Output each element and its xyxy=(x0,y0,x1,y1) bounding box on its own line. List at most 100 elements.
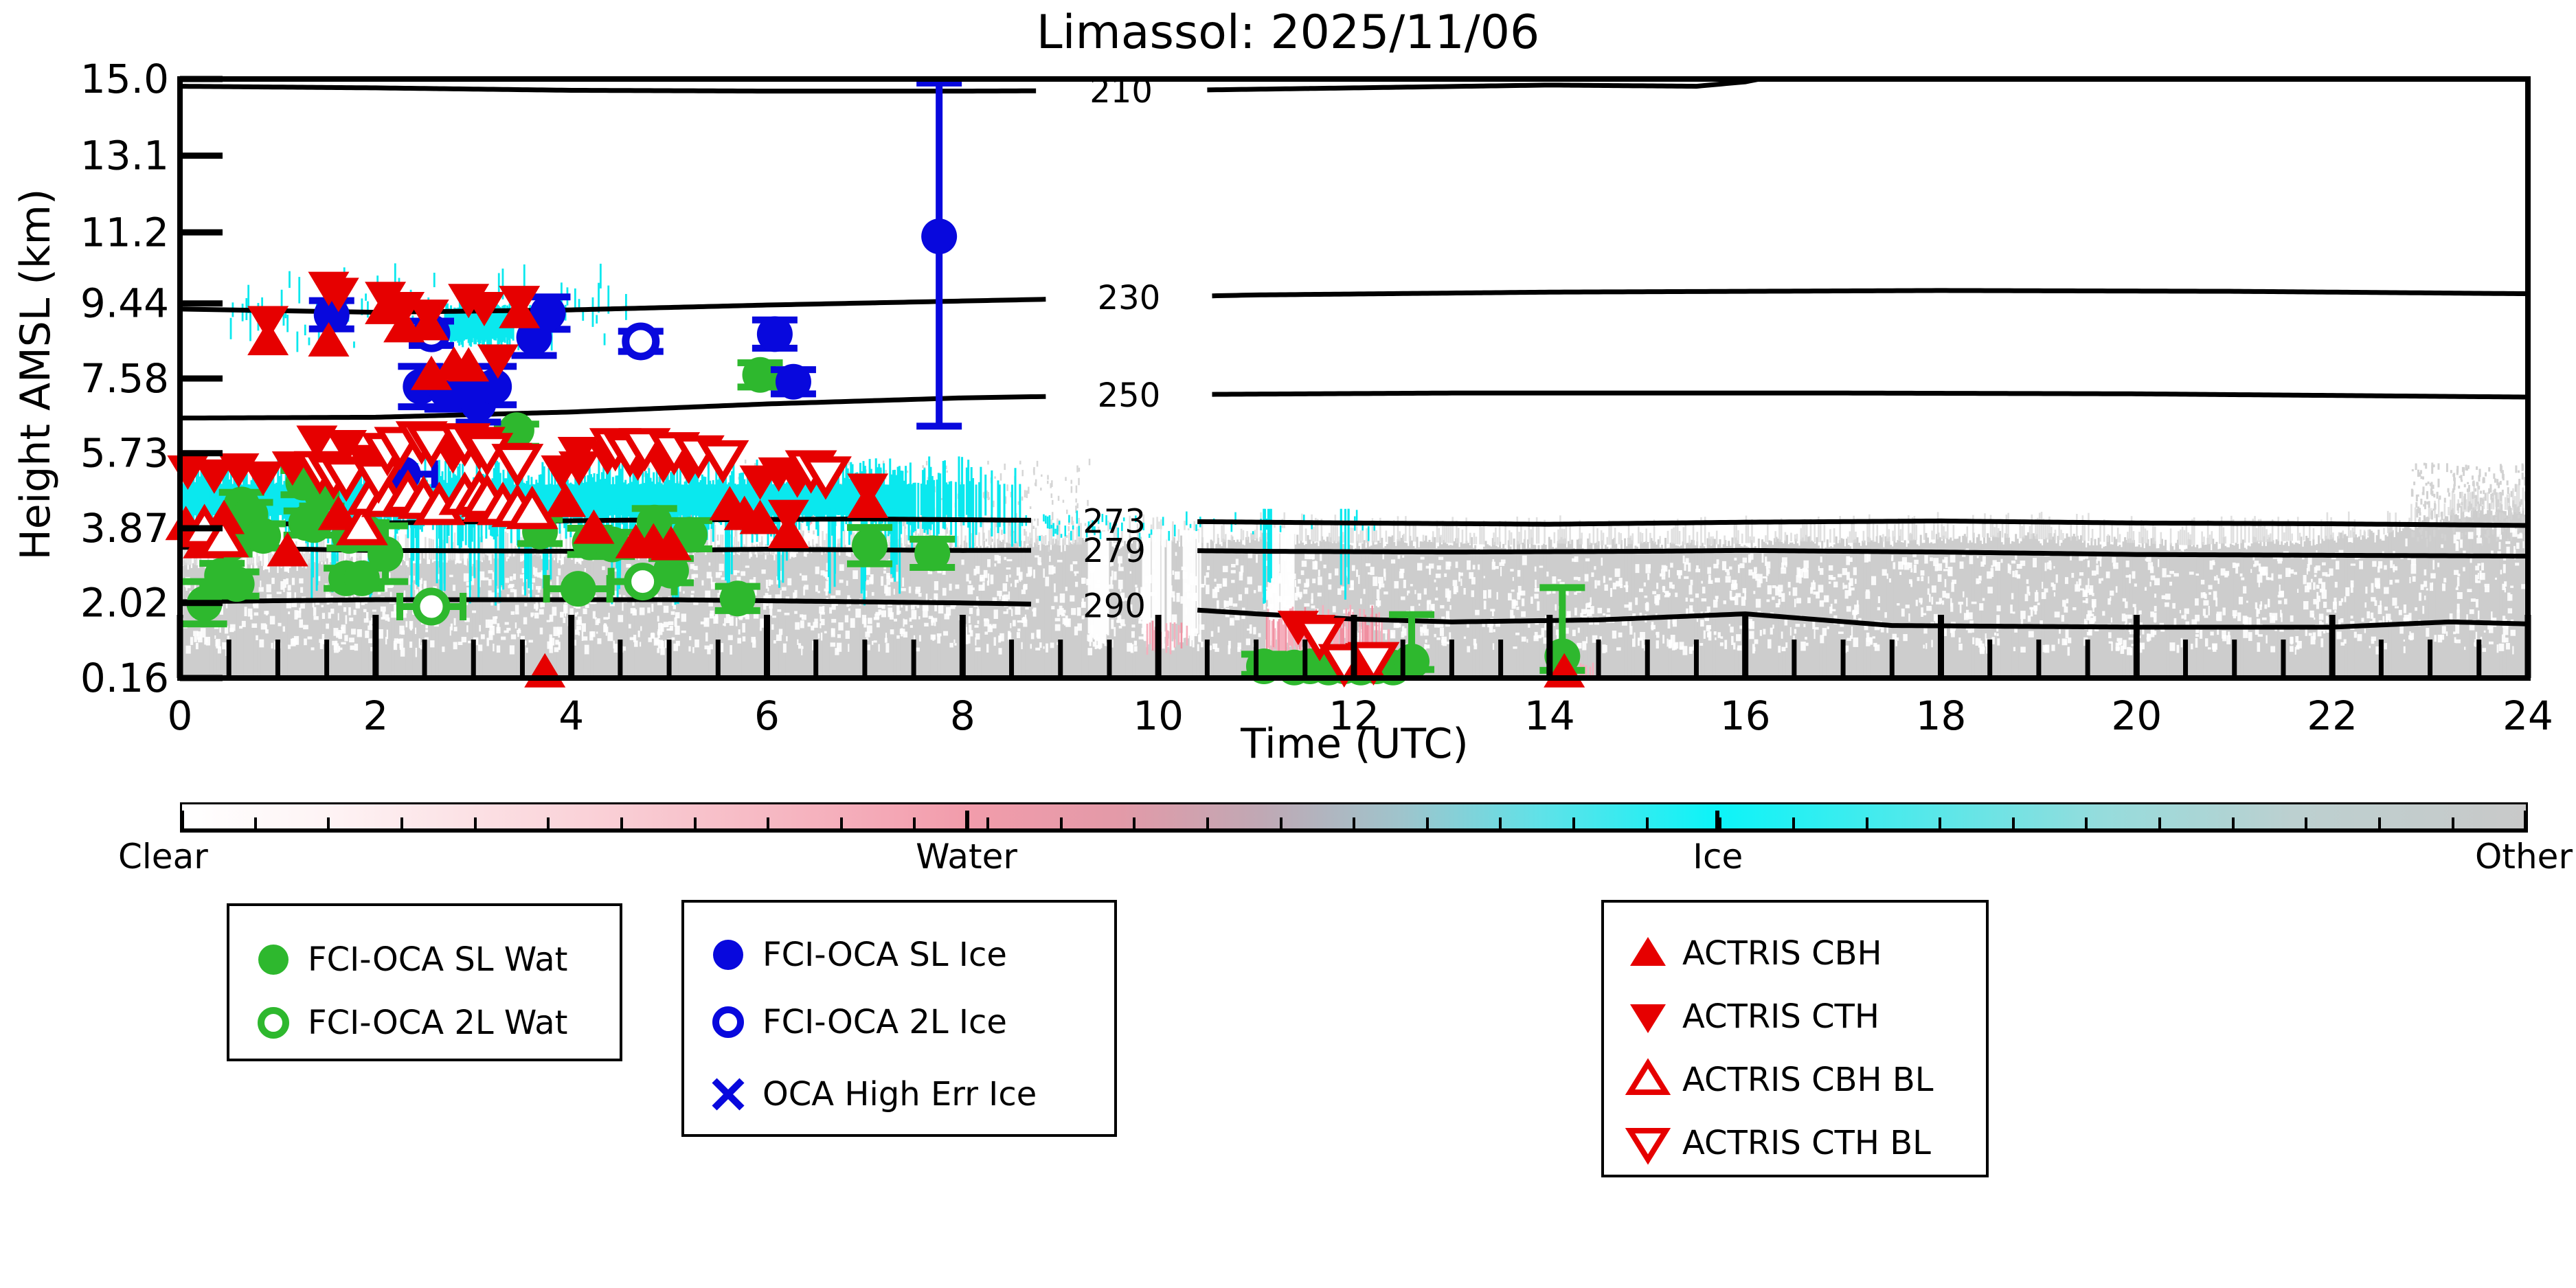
circle-marker-icon xyxy=(712,1006,744,1038)
colorbar-tick xyxy=(620,817,623,828)
colorbar-label-ice: Ice xyxy=(1693,837,1743,877)
legend-item-actris-cth-bl: ACTRIS CTH BL xyxy=(1623,1118,1931,1168)
colorbar-tick xyxy=(1939,817,1941,828)
colorbar-major-tick xyxy=(1715,811,1719,828)
colorbar-tick xyxy=(400,817,404,828)
colorbar-tick xyxy=(1792,817,1795,828)
colorbar-tick xyxy=(2305,817,2308,828)
colorbar-tick xyxy=(2231,817,2235,828)
x-tick-label: 0 xyxy=(168,692,193,739)
legend-item-actris-cbh: ACTRIS CBH xyxy=(1623,929,1882,978)
colorbar-tick xyxy=(2451,817,2454,828)
legend-box-1: FCI-OCA SL Wat FCI-OCA 2L Wat xyxy=(227,903,622,1061)
legend-item-actris-cth: ACTRIS CTH xyxy=(1623,992,1879,1041)
x-tick-label: 6 xyxy=(754,692,780,739)
contour-label: 279 xyxy=(1083,532,1146,570)
circle-marker-icon xyxy=(258,945,289,975)
circle-marker-icon xyxy=(258,1007,289,1039)
colorbar-tick xyxy=(1719,817,1722,828)
contour-label: 273 xyxy=(1083,502,1146,541)
x-tick-label: 2 xyxy=(363,692,388,739)
tri_down-marker-icon xyxy=(1625,1128,1671,1165)
legend-box-2: FCI-OCA SL Ice FCI-OCA 2L Ice OCA High Err… xyxy=(681,900,1117,1137)
legend-item-label: ACTRIS CTH BL xyxy=(1682,1124,1931,1162)
legend-item-actris-cbh-bl: ACTRIS CBH BL xyxy=(1623,1055,1934,1105)
y-tick-label: 5.73 xyxy=(80,430,169,477)
legend-item-label: ACTRIS CBH xyxy=(1682,934,1882,973)
colorbar-major-tick xyxy=(965,811,970,828)
curtain-background xyxy=(180,263,2531,679)
x-tick-label: 4 xyxy=(558,692,584,739)
colorbar-major-tick xyxy=(2524,811,2528,828)
colorbar-tick xyxy=(547,817,550,828)
x-tick-label: 24 xyxy=(2502,692,2553,739)
x-axis-label: Time (UTC) xyxy=(1241,720,1469,768)
tri_up-marker-icon xyxy=(1625,1058,1671,1095)
legend-item-label: ACTRIS CBH BL xyxy=(1682,1061,1934,1099)
x-tick-label: 10 xyxy=(1133,692,1184,739)
contour-label: 290 xyxy=(1083,587,1146,625)
colorbar-label-other: Other xyxy=(2475,837,2573,877)
colorbar-tick xyxy=(693,817,697,828)
y-tick-label: 15.0 xyxy=(80,56,169,102)
colorbar-tick xyxy=(2011,817,2015,828)
colorbar-tick xyxy=(2158,817,2162,828)
colorbar-major-tick xyxy=(180,811,184,828)
colorbar-tick xyxy=(839,817,843,828)
x-tick-label: 18 xyxy=(1916,692,1967,739)
legend-item-label: FCI-OCA 2L Wat xyxy=(308,1004,568,1042)
colorbar-tick xyxy=(2085,817,2088,828)
colorbar-tick xyxy=(1133,817,1136,828)
y-tick-label: 7.58 xyxy=(80,355,169,402)
legend-item-fci-oca-2l-wat: FCI-OCA 2L Wat xyxy=(249,998,568,1048)
legend-item-label: OCA High Err Ice xyxy=(762,1075,1037,1114)
colorbar-tick xyxy=(1425,817,1429,828)
tri_up-marker-icon xyxy=(1630,937,1666,966)
legend-item-fci-oca-sl-wat: FCI-OCA SL Wat xyxy=(249,935,567,984)
x-tick-label: 22 xyxy=(2307,692,2358,739)
legend-item-label: FCI-OCA SL Ice xyxy=(762,936,1007,974)
legend-box-3: ACTRIS CBH ACTRIS CTH ACTRIS CBH BL ACTRIS … xyxy=(1601,900,1989,1177)
y-tick-label: 9.44 xyxy=(80,280,169,327)
colorbar-tick xyxy=(1353,817,1355,828)
y-tick-label: 11.2 xyxy=(80,209,169,256)
legend-item-label: FCI-OCA 2L Ice xyxy=(762,1003,1007,1041)
colorbar-tick xyxy=(1865,817,1868,828)
legend-item-fci-oca-sl-ice: FCI-OCA SL Ice xyxy=(703,930,1007,980)
contour-label: 230 xyxy=(1098,279,1161,317)
colorbar-tick xyxy=(1206,817,1209,828)
x-tick-label: 8 xyxy=(950,692,975,739)
colorbar-tick xyxy=(913,817,916,828)
tri_down-marker-icon xyxy=(1630,1004,1666,1033)
colorbar-tick xyxy=(986,817,990,828)
colorbar-tick xyxy=(767,817,769,828)
x-tick-label: 20 xyxy=(2111,692,2162,739)
colorbar-tick xyxy=(1572,817,1576,828)
x-tick-label: 12 xyxy=(1329,692,1379,739)
x-marker-icon xyxy=(712,1078,745,1111)
colorbar-tick xyxy=(2377,817,2381,828)
colorbar-tick xyxy=(1499,817,1502,828)
colorbar-tick xyxy=(1059,817,1063,828)
x-tick-label: 16 xyxy=(1720,692,1771,739)
legend-item-label: ACTRIS CTH xyxy=(1682,997,1879,1036)
colorbar-tick xyxy=(1645,817,1649,828)
colorbar-tick xyxy=(327,817,330,828)
y-tick-label: 0.16 xyxy=(80,655,169,701)
colorbar-label-water: Water xyxy=(916,837,1017,877)
y-tick-label: 3.87 xyxy=(80,505,169,552)
page-title: Limassol: 2025/11/06 xyxy=(1036,5,1540,60)
y-tick-label: 2.02 xyxy=(80,580,169,626)
colorbar-label-clear: Clear xyxy=(118,837,208,877)
x-tick-label: 14 xyxy=(1524,692,1575,739)
y-tick-label: 13.1 xyxy=(80,133,169,179)
colorbar-tick xyxy=(253,817,257,828)
circle-marker-icon xyxy=(713,940,743,970)
colorbar-tick xyxy=(473,817,477,828)
axes-frame: 0 2 4 6 8 10 12 14 16 18 20 22 2415.013.111.29.447.5… xyxy=(80,56,2553,739)
classification-colorbar xyxy=(180,802,2528,833)
colorbar-tick xyxy=(1279,817,1283,828)
